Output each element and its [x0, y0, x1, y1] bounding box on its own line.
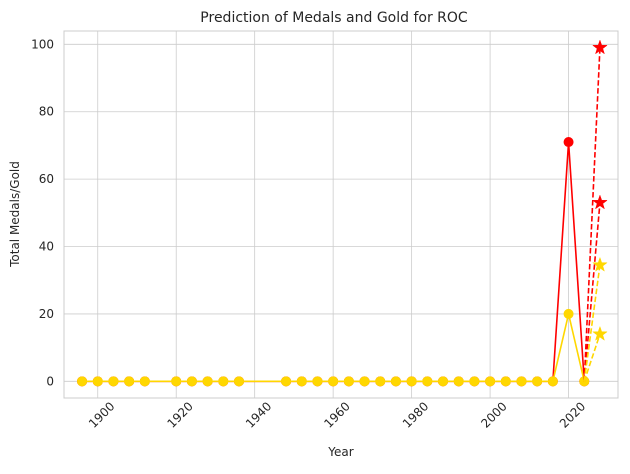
- circle-marker: [186, 376, 197, 387]
- x-axis-label: Year: [327, 445, 353, 459]
- circle-marker: [139, 376, 150, 387]
- circle-marker: [171, 376, 182, 387]
- circle-marker: [563, 308, 574, 319]
- y-axis-label: Total Medals/Gold: [8, 161, 22, 268]
- axes-frame: [63, 30, 619, 399]
- circle-marker: [218, 376, 229, 387]
- star-marker: [592, 256, 608, 272]
- star-marker: [592, 325, 608, 341]
- prediction-series: [583, 39, 608, 382]
- y-axis-ticks: 0 20 40 60 80 100: [31, 37, 54, 388]
- series-line: [583, 202, 601, 382]
- circle-marker: [233, 376, 244, 387]
- y-tick-label: 100: [31, 37, 54, 51]
- circle-marker: [77, 376, 88, 387]
- circle-marker: [500, 376, 511, 387]
- circle-marker: [108, 376, 119, 387]
- circle-marker: [359, 376, 370, 387]
- circle-marker: [406, 376, 417, 387]
- circle-marker: [390, 376, 401, 387]
- circle-marker: [453, 376, 464, 387]
- circle-marker: [532, 376, 543, 387]
- history-series: [77, 308, 590, 387]
- star-marker: [592, 194, 608, 210]
- circle-marker: [92, 376, 103, 387]
- series-line: [583, 264, 601, 382]
- grid: [64, 31, 618, 398]
- y-tick-label: 60: [39, 172, 54, 186]
- prediction-series: [583, 194, 608, 382]
- circle-marker: [312, 376, 323, 387]
- circle-marker: [516, 376, 527, 387]
- circle-marker: [281, 376, 292, 387]
- chart-title: Prediction of Medals and Gold for ROC: [200, 10, 468, 26]
- prediction-series: [583, 325, 608, 382]
- plot-border: [63, 30, 619, 399]
- circle-marker: [485, 376, 496, 387]
- circle-marker: [375, 376, 386, 387]
- y-tick-label: 20: [39, 307, 54, 321]
- circle-marker: [328, 376, 339, 387]
- circle-marker: [438, 376, 449, 387]
- y-tick-label: 40: [39, 240, 54, 254]
- circle-marker: [296, 376, 307, 387]
- circle-marker: [343, 376, 354, 387]
- prediction-series: [583, 256, 608, 382]
- series-line: [583, 333, 601, 382]
- y-tick-label: 80: [39, 105, 54, 119]
- circle-marker: [422, 376, 433, 387]
- circle-marker: [547, 376, 558, 387]
- circle-marker: [202, 376, 213, 387]
- star-marker: [592, 39, 608, 55]
- circle-marker: [563, 137, 574, 148]
- circle-marker: [124, 376, 135, 387]
- series-layer: [77, 39, 608, 387]
- circle-marker: [469, 376, 480, 387]
- y-tick-label: 0: [46, 374, 54, 388]
